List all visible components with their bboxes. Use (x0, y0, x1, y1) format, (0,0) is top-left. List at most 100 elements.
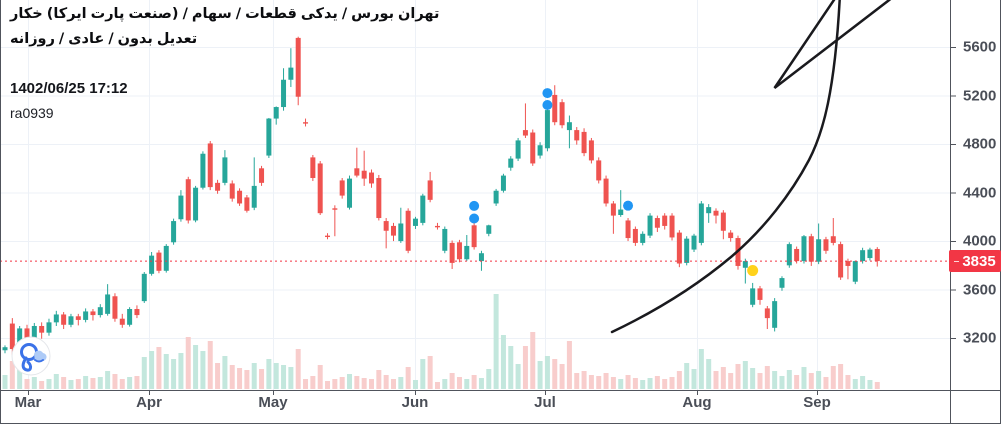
month-label: Aug (682, 394, 712, 411)
legend-token: / (108, 31, 114, 47)
month-label: Apr (136, 394, 162, 411)
candle (200, 153, 206, 188)
candle (867, 249, 873, 259)
candle (112, 296, 118, 319)
price-axis-label: 3600 (963, 281, 997, 299)
candle (68, 316, 74, 325)
candle (471, 225, 477, 248)
yellow-marker-dot (747, 265, 759, 277)
trend-drawings[interactable] (610, 0, 898, 334)
price-axis-label: 5200 (963, 87, 997, 105)
candle (757, 288, 763, 300)
legend-token: / (182, 6, 188, 22)
watermark-logo[interactable] (11, 336, 51, 376)
candle (449, 242, 455, 263)
candle (412, 218, 418, 226)
candles (2, 36, 880, 358)
volume-bars (2, 294, 880, 389)
month-label: May (258, 394, 288, 411)
candle (171, 221, 177, 243)
candle (830, 236, 836, 243)
month-label: Mar (14, 394, 42, 411)
candle (684, 238, 690, 263)
candle (720, 212, 726, 231)
legend-token: / (341, 6, 348, 22)
candle (456, 242, 462, 260)
legend-token: سهام (191, 6, 232, 22)
logo-cloud-icon (34, 350, 47, 362)
candle (149, 255, 155, 274)
candle (464, 245, 470, 260)
interval-legend[interactable]: روزانه / عادی / بدون تعدیل (10, 31, 197, 47)
price-axis[interactable]: 5600 5200 4800 4400 4000 3600 3200 (950, 0, 1001, 390)
candle (295, 37, 301, 97)
candle (764, 308, 770, 319)
blue-marker-dot (469, 213, 480, 224)
candle (845, 261, 851, 266)
month-label: Sep (803, 394, 831, 411)
candle (647, 215, 653, 236)
candle (141, 273, 147, 302)
price-axis-label: 3200 (963, 329, 997, 347)
candle (244, 197, 250, 211)
candle (390, 225, 396, 236)
candle (376, 178, 382, 219)
blue-marker-dot (469, 200, 480, 211)
candle (537, 145, 543, 156)
month-label: Jun (401, 394, 429, 411)
candle (669, 215, 675, 238)
candle (75, 316, 81, 320)
candle (596, 160, 602, 181)
candle (266, 118, 272, 156)
candle (493, 190, 499, 204)
legend-token: یدکی (300, 6, 338, 22)
candle (251, 185, 257, 208)
candle (610, 203, 616, 216)
vertical-gridlines (28, 0, 818, 390)
candle (559, 102, 565, 126)
legend-token: صنعت) (128, 6, 179, 22)
candle (61, 314, 67, 325)
candle (193, 187, 199, 221)
price-axis-label: 5600 (963, 38, 997, 56)
candle (105, 294, 111, 314)
candle (229, 183, 235, 199)
candle (676, 232, 682, 264)
candle (434, 225, 440, 228)
candle (713, 210, 719, 216)
legend-token: خکار (10, 6, 43, 22)
last-update-datetime: 1402/06/25 17:12 (10, 80, 128, 97)
candle (544, 110, 550, 149)
drawing-curve[interactable] (610, 0, 841, 334)
candle (742, 261, 748, 268)
candle (515, 140, 521, 159)
legend-token: عادی (68, 31, 105, 47)
candle (581, 131, 587, 154)
legend-token: قطعات (245, 6, 297, 22)
candle (750, 288, 756, 305)
month-label: Jul (534, 394, 556, 411)
candle (566, 122, 572, 131)
candle (127, 309, 133, 325)
drawing-check[interactable] (773, 0, 898, 89)
symbol-legend[interactable]: خکار (ایرکا پارت صنعت) / سهام / قطعات یدکی / بورس ت… (10, 6, 439, 22)
candle (662, 215, 668, 226)
candle (801, 236, 807, 262)
logo-tail-icon (21, 356, 32, 372)
candle (874, 248, 880, 262)
candle (207, 143, 213, 188)
time-axis[interactable]: Mar Apr May Jun Jul Aug Sep (0, 394, 950, 424)
candle (339, 180, 345, 196)
candle (97, 307, 103, 316)
candle (259, 168, 265, 183)
blue-marker-dot (542, 88, 553, 99)
candle (39, 325, 45, 333)
legend-token: بورس (351, 6, 395, 22)
candle (347, 178, 353, 208)
candle (310, 157, 316, 179)
logo-swoosh-icon (34, 359, 44, 363)
candle (185, 179, 191, 221)
signal-markers (469, 88, 759, 277)
